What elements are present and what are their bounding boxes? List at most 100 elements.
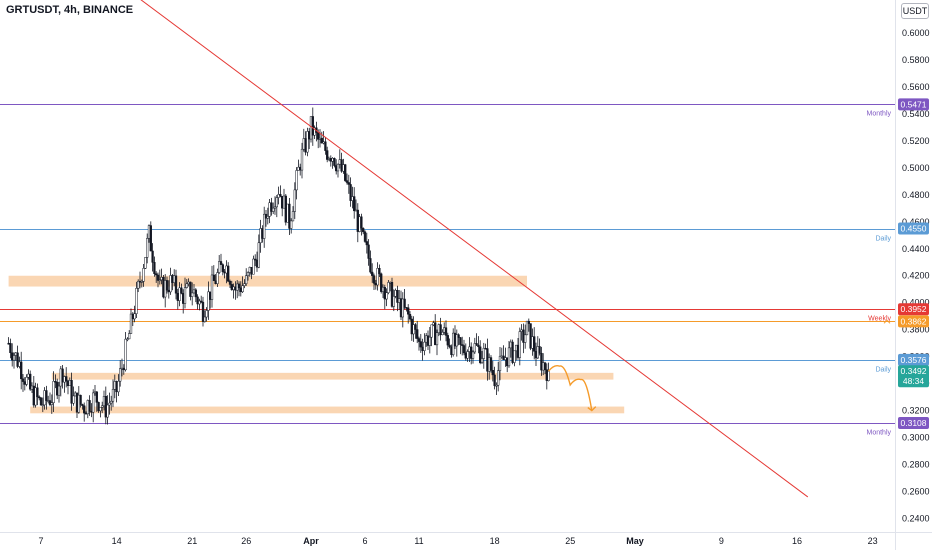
candle-body[interactable]: [12, 355, 16, 361]
candle-body[interactable]: [86, 400, 89, 415]
candle-body[interactable]: [57, 385, 61, 396]
candle-body[interactable]: [59, 368, 62, 387]
candle-body[interactable]: [340, 159, 343, 172]
candle-body[interactable]: [443, 327, 446, 333]
candle-body[interactable]: [435, 332, 439, 346]
candle-body[interactable]: [241, 285, 244, 293]
candle-body[interactable]: [30, 385, 34, 390]
candle-body[interactable]: [187, 281, 190, 285]
candle-body[interactable]: [410, 318, 413, 335]
candle-body[interactable]: [176, 292, 179, 301]
candle-body[interactable]: [470, 346, 473, 359]
candle-body[interactable]: [43, 390, 46, 406]
candle-body[interactable]: [500, 355, 503, 358]
candle-body[interactable]: [457, 334, 460, 338]
candle-body[interactable]: [309, 116, 313, 140]
candle-body[interactable]: [504, 357, 507, 361]
candle-body[interactable]: [155, 273, 158, 276]
candle-body[interactable]: [367, 244, 370, 259]
candle-body[interactable]: [308, 131, 311, 140]
candle-body[interactable]: [18, 361, 21, 367]
candle-body[interactable]: [336, 163, 340, 172]
candle-body[interactable]: [216, 272, 219, 284]
candle-body[interactable]: [156, 274, 160, 281]
candle-body[interactable]: [412, 324, 415, 335]
candle-body[interactable]: [462, 345, 466, 354]
candle-body[interactable]: [295, 170, 298, 191]
candle-body[interactable]: [79, 394, 82, 405]
candle-body[interactable]: [102, 396, 106, 407]
candle-body[interactable]: [83, 405, 86, 414]
candle-body[interactable]: [430, 324, 433, 338]
candle-body[interactable]: [95, 391, 98, 403]
candle-body[interactable]: [61, 368, 64, 383]
candle-body[interactable]: [225, 265, 228, 274]
candle-body[interactable]: [11, 352, 14, 361]
candle-body[interactable]: [38, 396, 41, 399]
candle-body[interactable]: [221, 264, 224, 273]
candle-body[interactable]: [389, 282, 392, 284]
candle-body[interactable]: [376, 268, 379, 286]
alert-chevron-icon[interactable]: [883, 319, 891, 324]
candle-body[interactable]: [257, 242, 260, 268]
candle-body[interactable]: [326, 150, 329, 160]
candle-body[interactable]: [77, 394, 80, 413]
candle-body[interactable]: [272, 207, 275, 212]
candle-body[interactable]: [387, 282, 390, 293]
candle-body[interactable]: [327, 158, 331, 160]
candle-body[interactable]: [434, 322, 437, 346]
candle-body[interactable]: [97, 402, 100, 412]
candle-body[interactable]: [124, 338, 127, 371]
candle-body[interactable]: [417, 338, 421, 342]
candle-body[interactable]: [520, 329, 523, 332]
candle-body[interactable]: [158, 279, 161, 282]
candle-body[interactable]: [484, 347, 487, 350]
candle-body[interactable]: [90, 411, 93, 413]
candle-body[interactable]: [396, 290, 399, 303]
candle-body[interactable]: [353, 196, 356, 212]
candle-body[interactable]: [16, 352, 19, 367]
candle-body[interactable]: [362, 228, 365, 233]
candle-body[interactable]: [365, 241, 368, 246]
candle-body[interactable]: [318, 137, 322, 140]
candle-body[interactable]: [335, 165, 338, 172]
candle-body[interactable]: [509, 341, 512, 349]
candle-body[interactable]: [20, 361, 23, 380]
candle-body[interactable]: [333, 157, 336, 166]
candle-body[interactable]: [279, 194, 282, 197]
candle-body[interactable]: [131, 313, 134, 320]
candle-body[interactable]: [354, 209, 358, 212]
candle-body[interactable]: [250, 267, 253, 275]
candle-body[interactable]: [493, 374, 496, 386]
candle-body[interactable]: [461, 344, 464, 346]
candle-body[interactable]: [344, 164, 347, 181]
currency-button[interactable]: USDT: [901, 3, 929, 19]
candle-body[interactable]: [203, 316, 206, 322]
candle-body[interactable]: [538, 346, 541, 354]
candle-body[interactable]: [65, 376, 68, 382]
candle-body[interactable]: [212, 274, 215, 282]
candle-body[interactable]: [185, 283, 188, 288]
candle-body[interactable]: [351, 196, 354, 201]
candle-body[interactable]: [164, 280, 167, 298]
candle-body[interactable]: [293, 189, 296, 212]
candle-body[interactable]: [126, 338, 129, 341]
candle-body[interactable]: [167, 289, 170, 293]
candle-body[interactable]: [218, 261, 221, 273]
candle-body[interactable]: [153, 262, 156, 274]
candle-body[interactable]: [511, 341, 514, 363]
candle-body[interactable]: [200, 300, 203, 303]
candle-body[interactable]: [486, 348, 489, 372]
candle-body[interactable]: [533, 336, 536, 352]
candle-body[interactable]: [34, 387, 37, 406]
candle-body[interactable]: [286, 203, 289, 223]
candle-body[interactable]: [48, 400, 52, 405]
candle-body[interactable]: [101, 405, 104, 408]
candle-body[interactable]: [214, 280, 217, 284]
candle-body[interactable]: [290, 220, 293, 229]
candle-body[interactable]: [92, 392, 95, 413]
candle-body[interactable]: [207, 291, 210, 311]
candle-body[interactable]: [56, 381, 59, 396]
candle-body[interactable]: [50, 402, 53, 405]
candle-body[interactable]: [70, 380, 73, 404]
